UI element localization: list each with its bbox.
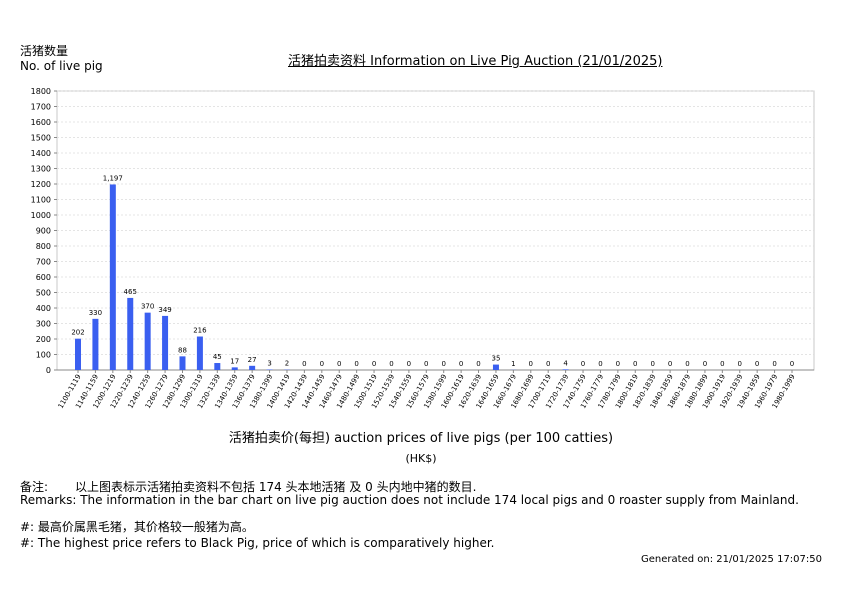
y-tick-label: 1000: [31, 211, 51, 220]
data-label: 202: [71, 329, 84, 337]
data-label: 0: [685, 360, 689, 368]
data-label: 27: [248, 356, 257, 364]
data-label: 0: [407, 360, 411, 368]
note-english: #: The highest price refers to Black Pig…: [20, 536, 495, 550]
y-tick-label: 100: [36, 351, 51, 360]
bar: [196, 336, 203, 370]
data-label: 0: [755, 360, 759, 368]
remarks-chinese: 以上图表标示活猪拍卖资料不包括 174 头本地活猪 及 0 头内地中猪的数目.: [75, 480, 477, 494]
data-label: 0: [320, 360, 324, 368]
y-tick-label: 1700: [31, 103, 51, 112]
data-label: 465: [124, 288, 137, 296]
y-tick-label: 300: [36, 320, 51, 329]
y-tick-label: 1300: [31, 165, 51, 174]
data-label: 0: [302, 360, 306, 368]
y-tick-label: 1100: [31, 196, 51, 205]
note-chinese: #: 最高价属黑毛猪，其价格较一般猪为高。: [20, 520, 254, 534]
data-label: 35: [491, 355, 500, 363]
y-tick-label: 1600: [31, 118, 51, 127]
data-label: 0: [459, 360, 463, 368]
plot-area: [56, 90, 815, 371]
y-axis-title-english: No. of live pig: [20, 59, 103, 73]
data-label: 0: [337, 360, 341, 368]
data-label: 88: [178, 346, 187, 354]
data-label: 0: [529, 360, 533, 368]
data-label: 45: [213, 353, 222, 361]
data-label: 0: [389, 360, 393, 368]
data-label: 216: [193, 327, 207, 335]
bar: [492, 364, 499, 370]
bar: [249, 365, 256, 370]
y-tick-label: 900: [36, 227, 51, 236]
bar: [127, 297, 134, 370]
data-label: 0: [790, 360, 794, 368]
data-label: 0: [354, 360, 358, 368]
data-label: 1,197: [103, 174, 123, 182]
data-label: 349: [158, 306, 171, 314]
data-label: 370: [141, 303, 154, 311]
bar: [109, 184, 116, 370]
y-tick-label: 500: [36, 289, 51, 298]
data-label: 0: [650, 360, 654, 368]
data-label: 0: [703, 360, 707, 368]
y-tick-label: 400: [36, 304, 51, 313]
bar: [162, 315, 169, 370]
chart-title: 活猪拍卖资料 Information on Live Pig Auction (…: [288, 54, 663, 69]
data-label: 0: [668, 360, 672, 368]
data-label: 0: [738, 360, 742, 368]
y-tick-label: 1200: [31, 180, 51, 189]
y-tick-label: 1500: [31, 134, 51, 143]
data-label: 0: [546, 360, 550, 368]
y-tick-label: 600: [36, 273, 51, 282]
data-label: 17: [230, 357, 239, 365]
y-tick-label: 200: [36, 335, 51, 344]
data-label: 0: [633, 360, 637, 368]
y-tick-label: 1400: [31, 149, 51, 158]
data-label: 0: [441, 360, 445, 368]
data-label: 0: [598, 360, 602, 368]
generated-timestamp: Generated on: 21/01/2025 17:07:50: [641, 554, 822, 565]
bar: [562, 369, 569, 370]
data-label: 1: [511, 360, 515, 368]
data-label: 0: [720, 360, 724, 368]
bar: [214, 363, 221, 370]
data-label: 0: [424, 360, 428, 368]
data-label: 4: [563, 359, 568, 367]
y-tick-label: 0: [46, 366, 51, 375]
x-axis-title: 活猪拍卖价(每担) auction prices of live pigs (p…: [228, 431, 614, 446]
y-axis-title-chinese: 活猪数量: [20, 44, 69, 58]
data-label: 330: [89, 309, 102, 317]
data-label: 0: [372, 360, 376, 368]
data-label: 3: [267, 360, 271, 368]
data-label: 0: [772, 360, 776, 368]
y-tick-label: 700: [36, 258, 51, 267]
data-label: 0: [476, 360, 480, 368]
remarks-label-chinese: 备注:: [20, 480, 49, 494]
y-tick-label: 800: [36, 242, 51, 251]
data-label: 0: [616, 360, 620, 368]
bar: [231, 367, 238, 370]
bar: [179, 356, 186, 370]
bar: [75, 338, 81, 370]
remarks-english: Remarks: The information in the bar char…: [20, 493, 799, 507]
data-label: 2: [285, 360, 289, 368]
y-tick-label: 1800: [31, 87, 51, 96]
bar: [92, 318, 99, 370]
x-axis-unit: (HK$): [405, 452, 437, 465]
data-label: 0: [581, 360, 585, 368]
bar: [144, 312, 151, 370]
